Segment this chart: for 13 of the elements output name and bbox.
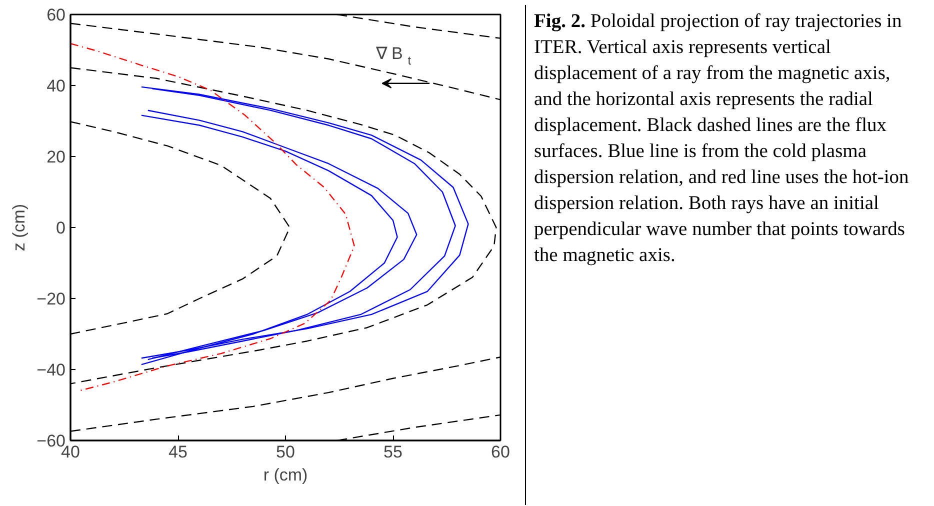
y-tick-label: 40 xyxy=(46,76,66,96)
x-axis-title: r (cm) xyxy=(263,466,308,484)
y-tick-label: 60 xyxy=(46,6,66,24)
x-tick-label: 55 xyxy=(384,442,402,462)
y-tick-label: 0 xyxy=(56,218,66,238)
x-tick-label: 45 xyxy=(168,442,188,462)
caption: Fig. 2. xyxy=(534,11,586,32)
y-tick-label: −20 xyxy=(36,290,66,308)
x-tick-label: 60 xyxy=(491,442,510,462)
y-tick-label: −40 xyxy=(36,360,66,380)
y-axis-title: z (cm) xyxy=(10,204,29,252)
y-tick-label: 20 xyxy=(46,148,66,166)
x-tick-label: 50 xyxy=(276,442,295,462)
